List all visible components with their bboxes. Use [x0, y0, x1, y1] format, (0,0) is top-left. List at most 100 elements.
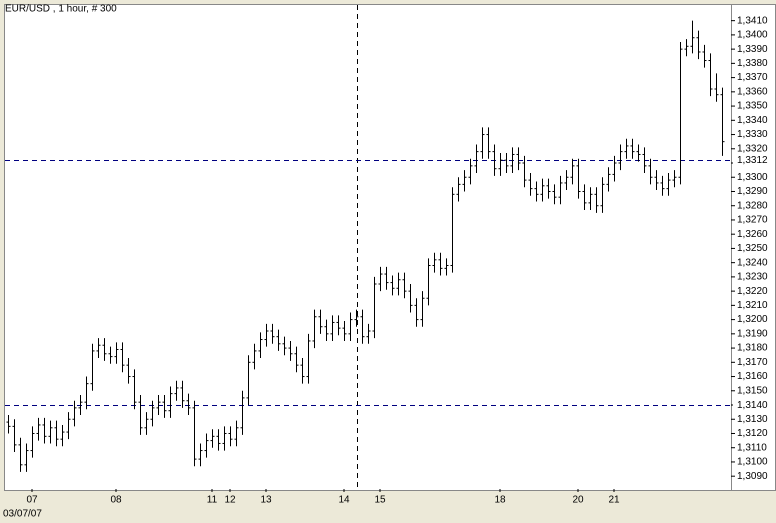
bar: [60, 424, 65, 447]
bar: [240, 390, 245, 435]
bar: [90, 343, 95, 391]
bar: [306, 333, 311, 384]
y-tick-label: 1,3380: [737, 58, 768, 69]
bar: [186, 393, 191, 415]
bar: [42, 417, 47, 444]
y-tick-label: 1,3340: [737, 115, 768, 126]
bar: [654, 170, 659, 191]
bar: [564, 170, 569, 191]
bar: [378, 266, 383, 292]
bar: [534, 181, 539, 202]
bar: [690, 20, 695, 54]
bar: [30, 426, 35, 458]
bar: [216, 429, 221, 451]
bar: [12, 419, 17, 452]
bar: [126, 358, 131, 384]
x-tick-label: 14: [338, 495, 350, 506]
bar: [234, 420, 239, 447]
bar: [558, 175, 563, 205]
bar: [696, 30, 701, 60]
y-tick-label: 1,3220: [737, 286, 768, 297]
bar: [600, 177, 605, 213]
bar: [624, 138, 629, 159]
bar: [120, 342, 125, 373]
bar: [78, 395, 83, 415]
bar: [720, 87, 725, 156]
bar: [708, 53, 713, 97]
bar: [666, 172, 671, 196]
bar: [384, 266, 389, 290]
bar: [420, 291, 425, 327]
bar: [108, 346, 113, 364]
date-label: 03/07/07: [3, 509, 42, 520]
bar: [444, 258, 449, 276]
x-tick-label: 21: [608, 495, 620, 506]
y-tick-label: 1,3160: [737, 371, 768, 382]
bar: [252, 343, 257, 370]
bar: [54, 420, 59, 447]
bar: [84, 376, 89, 410]
y-tick-label: 1,3370: [737, 72, 768, 83]
bar: [672, 170, 677, 188]
bar: [630, 138, 635, 159]
chart-title: EUR/USD , 1 hour, # 300: [5, 4, 117, 15]
y-tick-label: 1,3130: [737, 414, 768, 425]
bar: [450, 187, 455, 273]
bar: [552, 184, 557, 205]
bar: [18, 437, 23, 472]
bar: [264, 323, 269, 347]
bar: [480, 127, 485, 159]
bar: [132, 369, 137, 410]
x-tick-label: 18: [494, 495, 506, 506]
bar: [474, 144, 479, 173]
bar: [150, 400, 155, 427]
bar: [138, 395, 143, 435]
bar: [642, 147, 647, 173]
x-tick-label: 11: [207, 495, 218, 506]
bar: [156, 395, 161, 415]
bar: [210, 429, 215, 448]
bar: [360, 309, 365, 344]
bar: [162, 395, 167, 418]
bar: [678, 42, 683, 185]
x-tick-label: 07: [26, 495, 38, 506]
bar: [462, 170, 467, 192]
bar: [246, 355, 251, 406]
bar: [66, 412, 71, 440]
bar: [636, 144, 641, 162]
bar: [648, 158, 653, 185]
bar: [48, 420, 53, 444]
bar: [468, 158, 473, 185]
bar: [222, 426, 227, 451]
bar: [318, 309, 323, 334]
bar: [492, 144, 497, 176]
bar: [588, 187, 593, 210]
y-tick-label: 1,3350: [737, 101, 768, 112]
bar: [258, 332, 263, 359]
y-tick-label: 1,3240: [737, 257, 768, 268]
bar: [300, 358, 305, 384]
x-tick-label: 12: [224, 495, 236, 506]
bar: [228, 426, 233, 447]
level-label: 1,3140: [737, 400, 768, 411]
y-tick-label: 1,3170: [737, 357, 768, 368]
bar: [354, 309, 359, 327]
bar: [576, 158, 581, 199]
y-tick-label: 1,3330: [737, 129, 768, 140]
bar: [24, 443, 29, 472]
bar: [408, 284, 413, 313]
bar: [168, 386, 173, 418]
y-tick-label: 1,3230: [737, 272, 768, 283]
y-tick-label: 1,3270: [737, 215, 768, 226]
y-tick-label: 1,3180: [737, 343, 768, 354]
bar: [372, 276, 377, 339]
bar: [618, 144, 623, 171]
y-tick-label: 1,3250: [737, 243, 768, 254]
plot-area: [4, 4, 776, 491]
bar: [96, 338, 101, 359]
bar: [402, 272, 407, 299]
x-tick-label: 20: [572, 495, 584, 506]
bar: [522, 155, 527, 188]
y-tick-label: 1,3300: [737, 172, 768, 183]
